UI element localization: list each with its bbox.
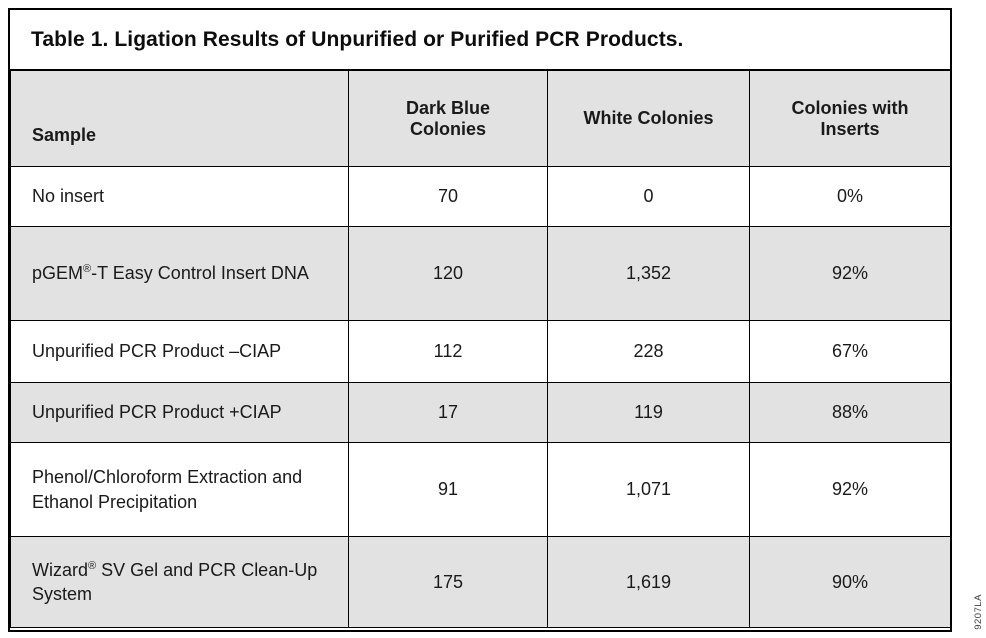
- table-title-bar: Table 1. Ligation Results of Unpurified …: [10, 10, 950, 70]
- table-figure-frame: Table 1. Ligation Results of Unpurified …: [8, 8, 952, 632]
- colonies-with-inserts-cell: 90%: [749, 536, 951, 628]
- colonies-with-inserts-cell: 92%: [749, 442, 951, 537]
- white-colonies-cell: 228: [547, 320, 750, 383]
- column-header-colonies-with-inserts: Colonies with Inserts: [749, 70, 951, 167]
- colonies-with-inserts-cell: 88%: [749, 382, 951, 443]
- white-colonies-cell: 0: [547, 166, 750, 227]
- dark-blue-colonies-cell: 112: [348, 320, 548, 383]
- dark-blue-colonies-cell: 120: [348, 226, 548, 321]
- white-colonies-cell: 1,071: [547, 442, 750, 537]
- colonies-with-inserts-cell: 92%: [749, 226, 951, 321]
- dark-blue-colonies-cell: 70: [348, 166, 548, 227]
- table-row: Unpurified PCR Product –CIAP 112 228 67%: [10, 320, 951, 383]
- colonies-with-inserts-cell: 67%: [749, 320, 951, 383]
- colonies-with-inserts-cell: 0%: [749, 166, 951, 227]
- column-header-dark-blue-colonies: Dark Blue Colonies: [348, 70, 548, 167]
- column-header-sample: Sample: [10, 70, 349, 167]
- sample-cell: Phenol/Chloroform Extraction and Ethanol…: [10, 442, 349, 537]
- table-row: Phenol/Chloroform Extraction and Ethanol…: [10, 442, 951, 537]
- white-colonies-cell: 1,352: [547, 226, 750, 321]
- dark-blue-colonies-cell: 17: [348, 382, 548, 443]
- table-title: Table 1. Ligation Results of Unpurified …: [31, 27, 684, 51]
- dark-blue-colonies-cell: 91: [348, 442, 548, 537]
- sample-cell: Wizard® SV Gel and PCR Clean-Up System: [10, 536, 349, 628]
- figure-code-label: 9207LA: [973, 594, 984, 630]
- sample-cell: No insert: [10, 166, 349, 227]
- table-row: pGEM®-T Easy Control Insert DNA 120 1,35…: [10, 226, 951, 321]
- sample-cell: Unpurified PCR Product –CIAP: [10, 320, 349, 383]
- sample-cell: Unpurified PCR Product +CIAP: [10, 382, 349, 443]
- white-colonies-cell: 119: [547, 382, 750, 443]
- table-row: Unpurified PCR Product +CIAP 17 119 88%: [10, 382, 951, 443]
- sample-cell: pGEM®-T Easy Control Insert DNA: [10, 226, 349, 321]
- header-row: Sample Dark Blue Colonies White Colonies…: [10, 70, 951, 167]
- white-colonies-cell: 1,619: [547, 536, 750, 628]
- table-row: Wizard® SV Gel and PCR Clean-Up System 1…: [10, 536, 951, 628]
- table-row: No insert 70 0 0%: [10, 166, 951, 227]
- ligation-results-table: Sample Dark Blue Colonies White Colonies…: [10, 70, 951, 628]
- column-header-white-colonies: White Colonies: [547, 70, 750, 167]
- dark-blue-colonies-cell: 175: [348, 536, 548, 628]
